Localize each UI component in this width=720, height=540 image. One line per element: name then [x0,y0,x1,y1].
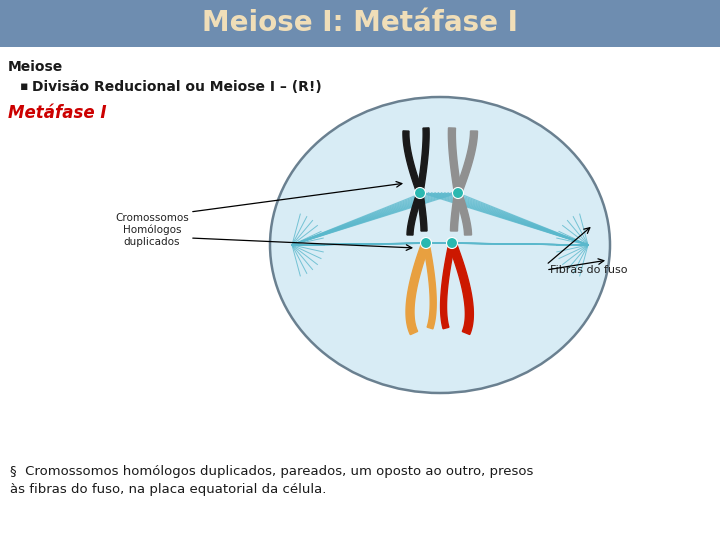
Text: Cromossomos
Homólogos
duplicados: Cromossomos Homólogos duplicados [115,213,189,247]
Polygon shape [403,131,423,194]
Text: Fibras do fuso: Fibras do fuso [550,265,628,275]
Circle shape [415,187,426,199]
Polygon shape [455,131,477,194]
Polygon shape [407,192,423,235]
Circle shape [420,238,431,248]
FancyBboxPatch shape [0,0,720,47]
Text: §  Cromossomos homólogos duplicados, pareados, um oposto ao outro, presos: § Cromossomos homólogos duplicados, pare… [10,465,534,478]
Polygon shape [423,242,436,329]
Polygon shape [406,241,430,335]
Text: Meiose: Meiose [8,60,63,74]
Polygon shape [451,192,462,231]
Polygon shape [449,241,473,334]
Text: Divisão Reducional ou Meiose I – (R!): Divisão Reducional ou Meiose I – (R!) [32,80,322,94]
Polygon shape [441,242,455,329]
Polygon shape [455,192,472,235]
Text: Metáfase I: Metáfase I [8,104,107,122]
Circle shape [452,187,464,199]
Polygon shape [449,128,462,193]
Text: Meiose I: Metáfase I: Meiose I: Metáfase I [202,9,518,37]
Text: às fibras do fuso, na placa equatorial da célula.: às fibras do fuso, na placa equatorial d… [10,483,326,496]
Text: ▪: ▪ [20,80,29,93]
Ellipse shape [270,97,610,393]
Polygon shape [417,193,427,231]
Circle shape [446,238,457,248]
Polygon shape [417,128,429,193]
